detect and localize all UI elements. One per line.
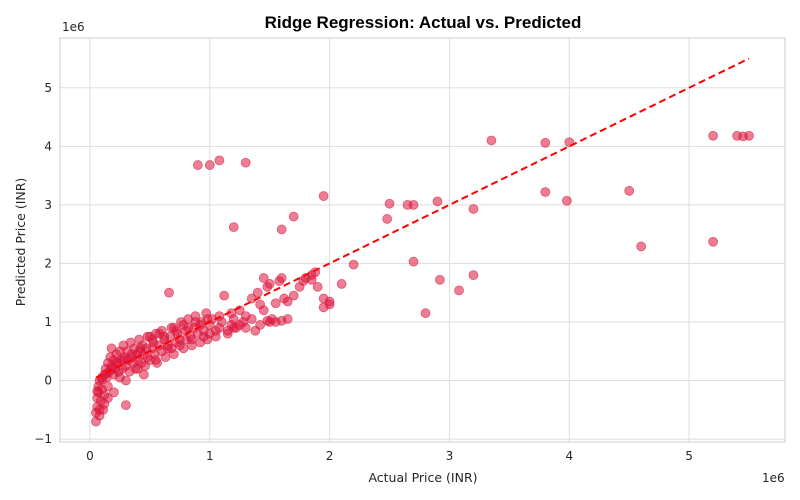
y-tick-label: −1 [34, 432, 52, 446]
x-tick-label: 3 [446, 449, 454, 463]
x-tick-label: 4 [565, 449, 573, 463]
data-point [636, 241, 647, 252]
data-point [192, 160, 203, 170]
data-point [166, 322, 177, 333]
data-point [282, 296, 293, 307]
data-point [190, 317, 201, 327]
data-point [288, 290, 299, 301]
data-point [92, 386, 103, 396]
data-point [240, 322, 251, 333]
data-point [624, 185, 635, 196]
data-point [160, 352, 171, 363]
data-point [384, 198, 395, 209]
data-point [222, 328, 233, 339]
data-point [468, 270, 479, 281]
data-point [162, 343, 173, 354]
data-point [540, 137, 551, 148]
x-tick-label: 1 [206, 449, 214, 463]
data-point [258, 273, 269, 283]
data-point [94, 404, 105, 415]
data-point [288, 211, 299, 222]
y-tick-label: 2 [44, 256, 52, 270]
data-point [252, 287, 263, 298]
data-point [132, 363, 143, 374]
data-point [454, 285, 464, 296]
data-point [154, 328, 165, 339]
data-point [121, 400, 131, 411]
data-point [708, 130, 718, 141]
reference-line [95, 57, 750, 379]
y-tick-label: 4 [44, 139, 52, 153]
data-point [276, 273, 287, 283]
data-point [708, 236, 718, 247]
data-point [276, 224, 287, 235]
data-point [142, 331, 153, 342]
data-point [408, 256, 419, 267]
x-tick-label: 2 [326, 449, 334, 463]
data-point [270, 298, 281, 309]
data-point [312, 281, 323, 292]
data-point [127, 349, 137, 360]
data-point [103, 381, 113, 392]
chart-title: Ridge Regression: Actual vs. Predicted [265, 13, 582, 32]
data-point [434, 274, 445, 285]
plot-area-frame [59, 37, 786, 443]
y-tick-label: 5 [44, 81, 52, 95]
data-point [486, 135, 497, 146]
data-point [562, 195, 572, 206]
data-point [306, 274, 317, 285]
data-point [324, 296, 335, 307]
x-offset-label: 1e6 [762, 471, 785, 485]
data-point [121, 375, 131, 386]
data-point [240, 157, 251, 168]
data-point [408, 199, 419, 210]
data-point [168, 349, 179, 360]
y-axis-label: Predicted Price (INR) [13, 178, 28, 307]
data-point [540, 187, 551, 197]
y-tick-label: 0 [44, 374, 52, 388]
data-point [318, 191, 329, 201]
x-tick-label: 5 [685, 449, 693, 463]
x-axis-label: Actual Price (INR) [368, 470, 477, 485]
data-point [255, 319, 266, 330]
data-point [282, 314, 293, 324]
data-point [262, 315, 273, 326]
data-point [228, 222, 239, 233]
data-point [432, 196, 443, 207]
data-point [210, 325, 221, 336]
data-point [198, 331, 209, 342]
data-point [186, 334, 197, 345]
data-point [348, 259, 359, 270]
data-point [135, 343, 146, 354]
data-point [738, 131, 748, 142]
grid-lines [60, 38, 785, 442]
x-tick-label: 0 [86, 449, 94, 463]
data-point [336, 279, 347, 289]
data-point [468, 204, 479, 214]
data-point [138, 369, 149, 380]
data-point [264, 279, 275, 289]
y-tick-label: 3 [44, 198, 52, 212]
y-offset-label: 1e6 [62, 20, 85, 34]
data-point [178, 319, 189, 330]
data-point [382, 214, 393, 224]
data-point [214, 155, 225, 166]
data-point [150, 355, 161, 365]
y-tick-label: 1 [44, 315, 52, 329]
x-tick-labels: 0 1 2 3 4 5 [86, 449, 693, 463]
y-tick-labels: −1 0 1 2 3 4 5 [34, 81, 52, 446]
data-point [109, 387, 119, 398]
data-point [164, 287, 174, 298]
data-point [204, 160, 215, 170]
data-point [219, 290, 230, 301]
data-point [258, 305, 269, 316]
data-point [174, 340, 185, 351]
data-point [420, 308, 431, 319]
data-point [246, 314, 257, 324]
